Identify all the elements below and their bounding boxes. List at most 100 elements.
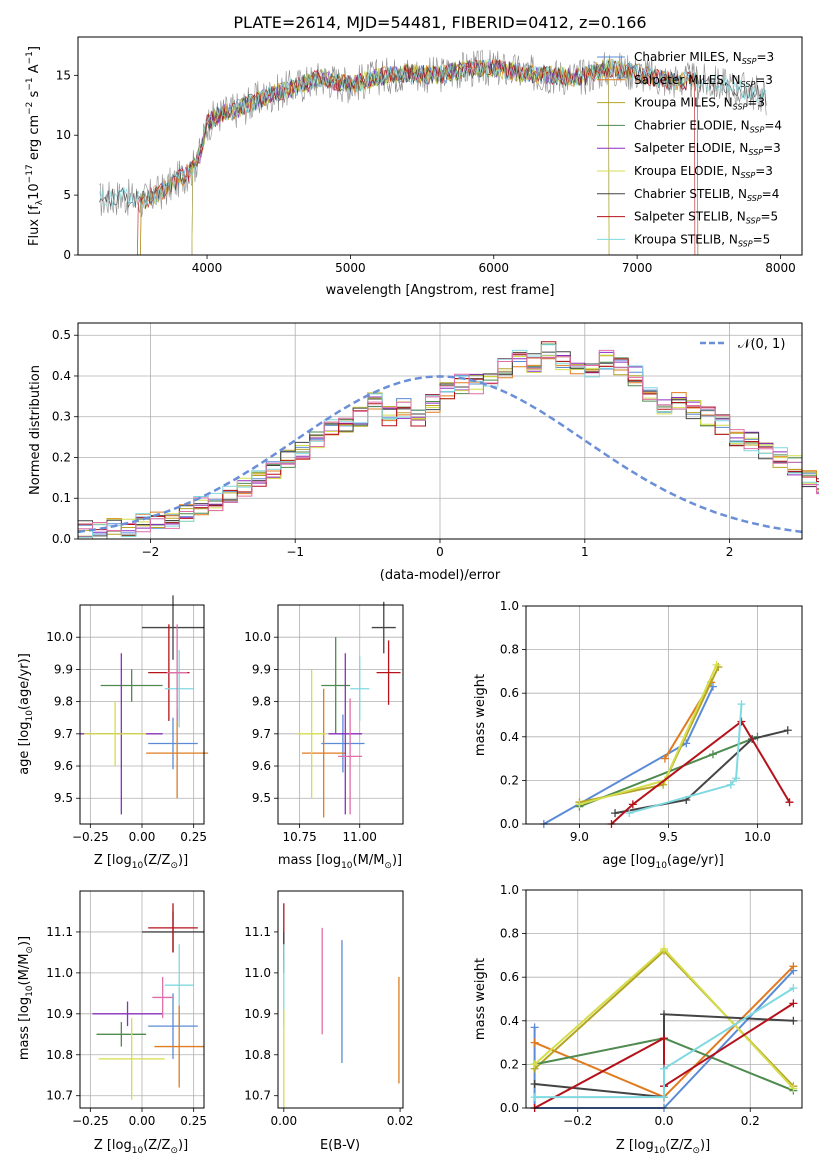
mw-age-ytick-label: 1.0 (500, 599, 519, 613)
mass-z-xtick-label: −0.25 (72, 1114, 109, 1128)
age-z-frame (79, 604, 205, 825)
mass-ebv-xlabel: E(B-V) (320, 1138, 360, 1153)
mw-age-point-marker (660, 754, 669, 763)
residual-ytick-label: 0.4 (52, 369, 71, 383)
legend-entry: Chabrier ELODIE, NSSP=4 (634, 118, 782, 134)
mw-age-ytick-label: 0.2 (500, 773, 519, 787)
age-z-xlabel: Z [log10(Z/Z⊙)] (94, 853, 188, 871)
mass-z-ylabel: mass [log10(M/M⊙)] (17, 936, 35, 1060)
legend-entry: Salpeter MILES, NSSP=3 (634, 73, 773, 89)
histogram-step-line (78, 349, 819, 533)
residual-ylabel: Normed distribution (28, 365, 43, 495)
mw-age-point-marker (625, 809, 634, 818)
mass-z-xlabel: Z [log10(Z/Z⊙)] (94, 1138, 188, 1156)
age-z-ytick-label: 9.8 (54, 695, 73, 709)
mw-age-ylabel: mass weight (473, 674, 488, 756)
spectrum-panel: PLATE=2614, MJD=54481, FIBERID=0412, z=0… (25, 13, 803, 298)
legend-entry: Chabrier STELIB, NSSP=4 (634, 187, 779, 203)
mw-z-point-marker (789, 962, 798, 971)
age-mass-panel: 10.75 11.00 9.5 9.6 9.7 9.8 9.9 10.0 mass [log1… (244, 601, 404, 871)
age-z-ytick-label: 10.0 (46, 630, 73, 644)
mass-z-ytick-label: 10.9 (46, 1007, 73, 1021)
mw-age-series-line (610, 720, 791, 825)
mw-z-point-marker (530, 1060, 539, 1069)
mass-z-ytick-label: 11.1 (46, 925, 73, 939)
mass-ebv-panel: 0.00 0.02 10.7 10.8 10.9 11.0 11.1 E(B-V) (244, 890, 414, 1153)
residual-ytick-label: 0.1 (52, 491, 71, 505)
mass-z-xtick-label: 0.00 (129, 1114, 156, 1128)
mass-z-ytick-label: 11.0 (46, 966, 73, 980)
age-mass-xtick-label: 10.75 (282, 830, 316, 844)
mass-z-ytick-label: 10.8 (46, 1048, 73, 1062)
spectrum-ytick-label: 15 (56, 68, 71, 82)
age-z-ytick-label: 9.9 (54, 662, 73, 676)
mw-age-series-line (629, 704, 743, 815)
mass-ebv-ytick-label: 10.7 (244, 1089, 271, 1103)
mw-age-panel: 9.0 9.5 10.0 0.0 0.2 0.4 0.6 0.8 1.0 age [log10(… (473, 599, 803, 871)
spectrum-ytick-label: 10 (56, 128, 71, 142)
spectrum-frame (77, 36, 803, 256)
spectrum-model-line (140, 58, 699, 256)
normal-legend-label: 𝒩(0, 1) (738, 337, 785, 352)
mw-z-point-marker (660, 1034, 668, 1043)
mw-age-xtick-label: 9.0 (570, 830, 589, 844)
age-z-panel: −0.25 0.00 0.25 9.5 9.6 9.7 9.8 9.9 10.0 Z [log1… (17, 595, 209, 871)
mass-ebv-ytick-label: 10.8 (244, 1048, 271, 1062)
histogram-step-line (78, 341, 819, 532)
spectrum-model-line (191, 60, 610, 256)
mw-age-ytick-label: 0.6 (500, 686, 519, 700)
legend-entry: Kroupa STELIB, NSSP=5 (634, 232, 770, 248)
residual-panel: −2 −1 0 1 2 0.0 0.1 0.2 0.3 0.4 0.5 (data-model)/e… (28, 322, 819, 583)
mw-z-point-marker (660, 1093, 668, 1102)
mw-z-panel: −0.2 0.0 0.2 0.0 0.2 0.4 0.6 0.8 1.0 Z [log10(Z/… (473, 883, 803, 1156)
residual-ytick-label: 0.3 (52, 410, 71, 424)
mw-age-point-marker (708, 682, 717, 691)
mw-z-series-line (534, 1002, 794, 1109)
spectrum-legend: Chabrier MILES, NSSP=3 Salpeter MILES, NS… (597, 50, 782, 248)
residual-frame (77, 322, 803, 540)
mass-ebv-ytick-label: 11.0 (244, 966, 271, 980)
mw-z-ylabel: mass weight (473, 958, 488, 1040)
age-mass-ytick-label: 9.7 (252, 727, 271, 741)
spectrum-ytick-label: 5 (63, 188, 71, 202)
residual-ytick-label: 0.2 (52, 450, 71, 464)
mass-ebv-ytick-label: 11.1 (244, 925, 271, 939)
spectrum-ylabel: Flux [fλ10−17 erg cm−2 s−1 A−1] (25, 46, 45, 246)
spectrum-xtick-label: 8000 (765, 261, 796, 275)
legend-entry: Chabrier MILES, NSSP=3 (634, 50, 774, 66)
mw-z-point-marker (530, 1080, 539, 1089)
legend-entry: Salpeter STELIB, NSSP=5 (634, 210, 778, 226)
mw-age-ytick-label: 0.8 (500, 643, 519, 657)
mw-age-plot-area: 9.0 9.5 10.0 0.0 0.2 0.4 0.6 0.8 1.0 (500, 599, 803, 844)
age-z-ytick-label: 9.7 (54, 727, 73, 741)
mw-z-point-marker (789, 1016, 798, 1025)
age-z-ytick-label: 9.6 (54, 759, 73, 773)
age-z-ylabel: age [log10(age/yr)] (17, 653, 35, 775)
mw-z-ytick-label: 0.6 (500, 970, 519, 984)
mw-z-ytick-label: 0.0 (500, 1101, 519, 1115)
mw-z-point-marker (789, 999, 798, 1008)
mw-z-xlabel: Z [log10(Z/Z⊙)] (616, 1138, 710, 1156)
mass-z-panel: −0.25 0.00 0.25 10.7 10.8 10.9 11.0 11.1 Z [log… (17, 890, 207, 1156)
mw-z-point-marker (530, 1093, 539, 1102)
mass-ebv-xtick-label: 0.02 (387, 1114, 414, 1128)
mw-z-xtick-label: 0.0 (654, 1114, 673, 1128)
normal-curve-line (77, 375, 803, 534)
mw-age-point-marker (712, 660, 721, 669)
mw-age-point-marker (732, 774, 741, 783)
mass-z-frame (79, 890, 205, 1109)
mw-z-frame (525, 889, 803, 1109)
mw-z-ytick-label: 0.8 (500, 927, 519, 941)
mass-ebv-plot-area: 0.00 0.02 10.7 10.8 10.9 11.0 11.1 (244, 890, 414, 1128)
mw-age-ytick-label: 0.4 (500, 730, 519, 744)
mw-age-xtick-label: 10.0 (744, 830, 771, 844)
age-mass-xlabel: mass [log10(M/M⊙)] (278, 853, 402, 871)
age-z-ytick-label: 9.5 (54, 791, 73, 805)
spectrum-xtick-label: 7000 (622, 261, 653, 275)
residual-xtick-label: 2 (726, 545, 734, 559)
mw-age-point-marker (737, 700, 746, 709)
spectrum-title: PLATE=2614, MJD=54481, FIBERID=0412, z=0… (233, 13, 646, 32)
mw-z-ytick-label: 0.4 (500, 1014, 519, 1028)
mass-z-ytick-label: 10.7 (46, 1089, 73, 1103)
mw-age-point-marker (785, 798, 794, 807)
